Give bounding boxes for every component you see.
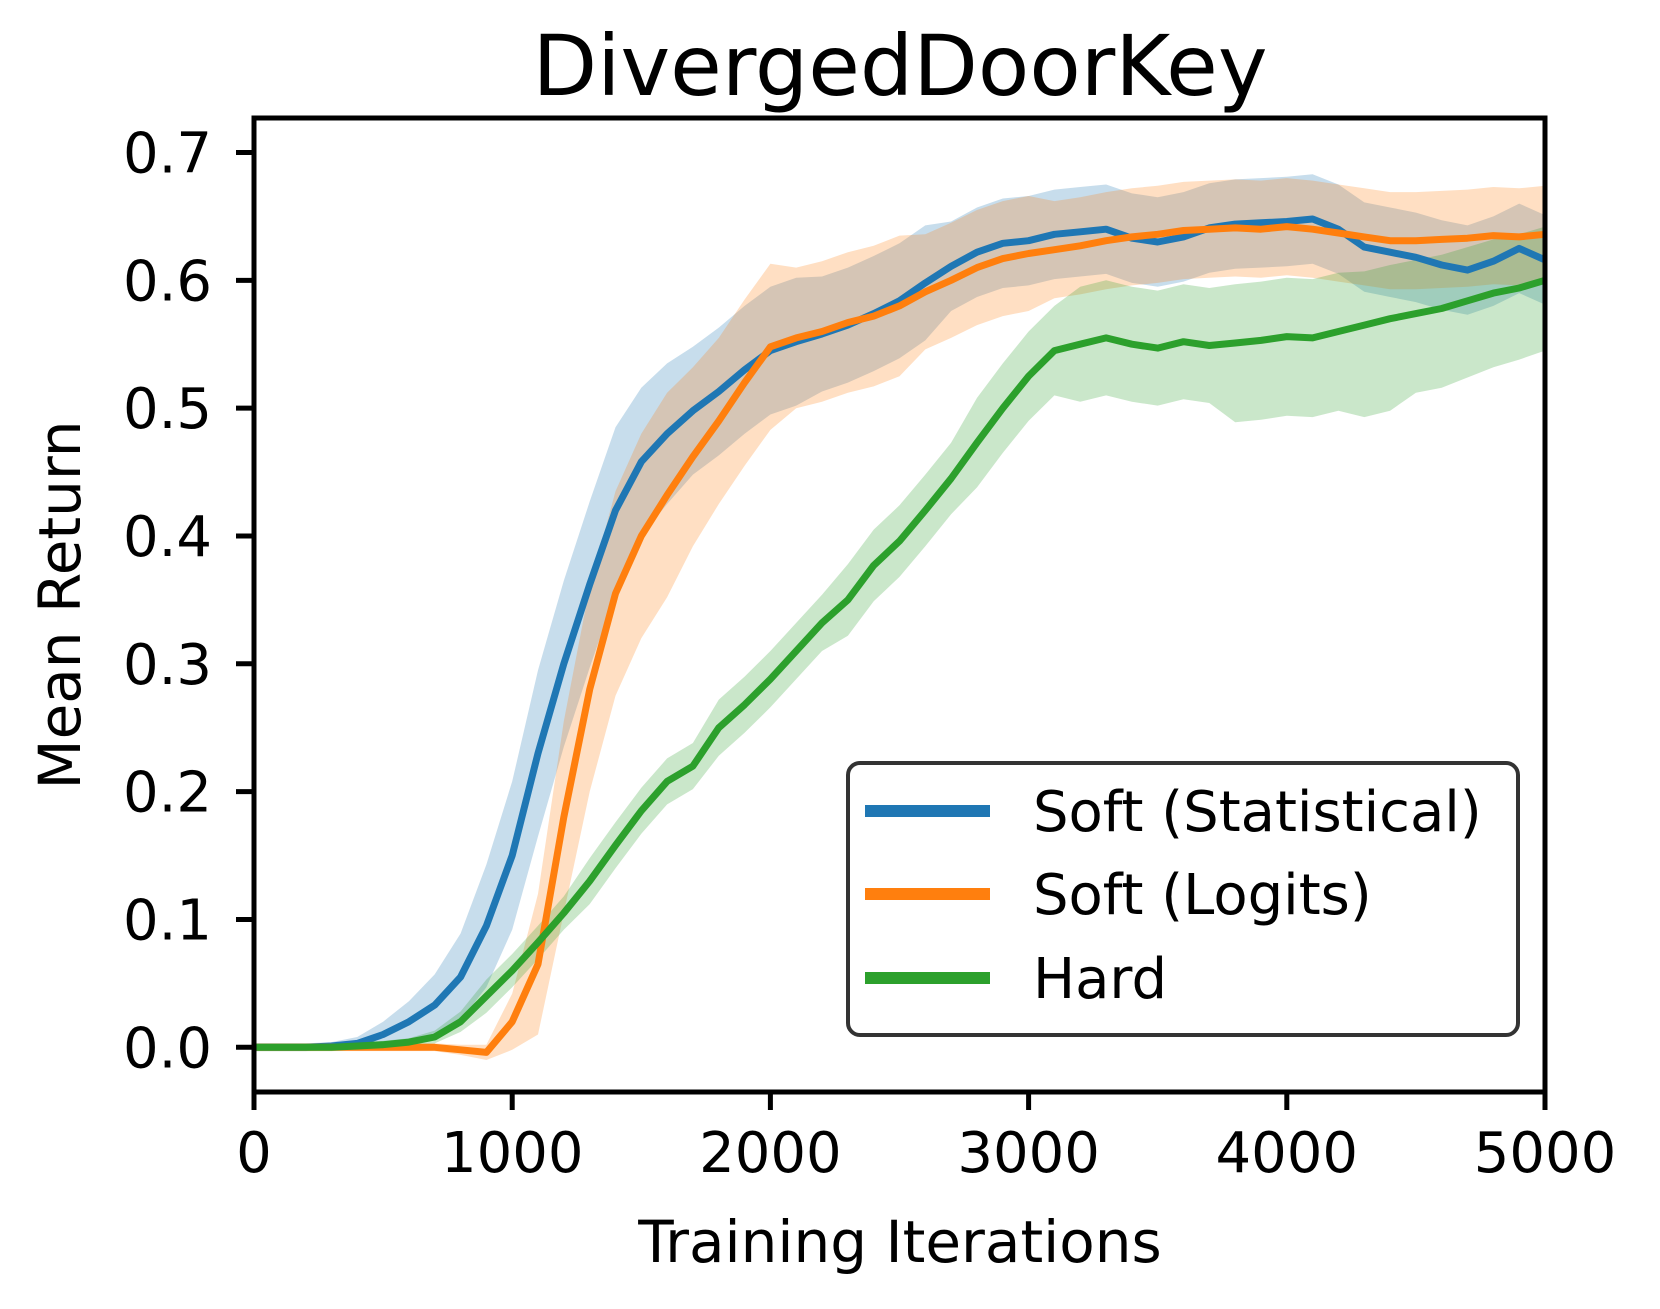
confidence-band-hard [254,226,1545,1052]
confidence-band-soft-logits [254,178,1545,1061]
y-tick-label: 0.4 [123,505,212,570]
chart-title: DivergedDoorKey [532,17,1267,115]
x-tick-label: 3000 [957,1121,1100,1186]
y-axis-ticks: 0.0 0.1 0.2 0.3 0.4 0.5 0.6 0.7 [123,122,254,1081]
legend-label: Hard [1033,947,1167,1012]
legend: Soft (Statistical) Soft (Logits) Hard [846,761,1520,1037]
y-tick-label: 0.0 [123,1016,212,1081]
y-tick-label: 0.3 [123,633,212,698]
x-tick-label: 4000 [1216,1121,1359,1186]
series-line-soft-statistical [254,215,1547,1051]
legend-box [846,761,1520,1037]
legend-label: Soft (Logits) [1033,863,1372,928]
plot-border [251,115,1548,1095]
series-line-hard [254,276,1547,1051]
y-tick-label: 0.5 [123,377,212,442]
confidence-bands [254,174,1545,1061]
confidence-band-soft-statistical [254,174,1545,1052]
x-tick-label: 2000 [699,1121,842,1186]
legend-label: Soft (Statistical) [1033,780,1482,845]
x-tick-label: 5000 [1474,1121,1617,1186]
x-tick-label: 1000 [441,1121,584,1186]
y-tick-label: 0.1 [123,888,212,953]
series-lines [254,215,1547,1056]
y-tick-label: 0.6 [123,249,212,314]
y-tick-label: 0.7 [123,122,212,187]
x-tick-label: 0 [236,1121,272,1186]
x-axis-label: Training Iterations [637,1208,1162,1276]
x-axis-ticks: 0 1000 2000 3000 4000 5000 [236,1092,1616,1186]
series-line-soft-logits [254,223,1546,1056]
y-tick-label: 0.2 [123,761,212,826]
y-axis-label: Mean Return [26,421,94,790]
